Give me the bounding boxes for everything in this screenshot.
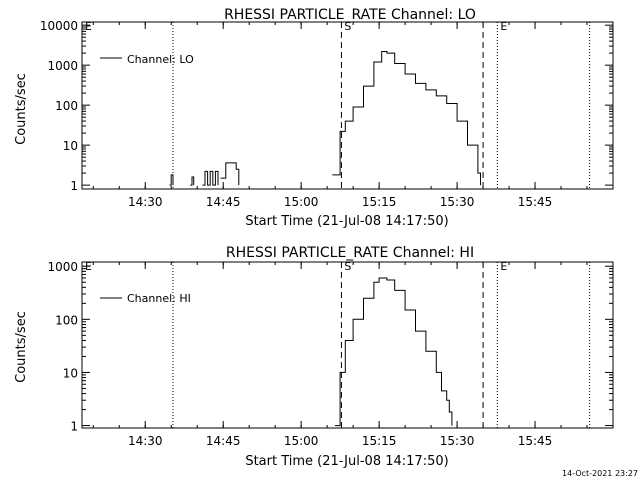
y-axis-label-hi: Counts/sec — [14, 311, 29, 383]
series-line-lo — [332, 51, 481, 186]
series-line-lo — [202, 170, 219, 186]
series-line-lo — [220, 162, 240, 186]
y-tick-label-hi: 1 — [70, 420, 78, 434]
y-tick-label-lo: 10 — [63, 139, 78, 153]
x-tick-label-hi: 15:45 — [518, 434, 553, 448]
y-tick-label-lo: 100 — [55, 99, 78, 113]
x-tick-label-hi: 15:00 — [284, 434, 319, 448]
y-tick-label-lo: 1000 — [47, 59, 78, 73]
x-tick-label-lo: 15:15 — [362, 195, 397, 209]
y-tick-label-hi: 10 — [63, 366, 78, 380]
marker-label-hi: E — [85, 260, 92, 273]
legend-label-lo: Channel: LO — [127, 53, 194, 66]
marker-label-lo: E — [85, 20, 92, 33]
x-tick-label-lo: 14:30 — [128, 195, 163, 209]
x-tick-label-hi: 15:15 — [362, 434, 397, 448]
chart-title-lo: RHESSI PARTICLE_RATE Channel: LO — [224, 7, 476, 23]
plot-frame-hi — [81, 261, 614, 429]
x-tick-label-lo: 14:45 — [206, 195, 241, 209]
marker-label-hi: S — [344, 260, 351, 273]
x-tick-label-hi: 15:30 — [440, 434, 475, 448]
marker-label-lo: S — [344, 20, 351, 33]
legend-label-hi: Channel: HI — [127, 292, 191, 305]
x-tick-label-hi: 14:30 — [128, 434, 163, 448]
x-tick-label-hi: 14:45 — [206, 434, 241, 448]
x-tick-label-lo: 15:30 — [440, 195, 475, 209]
series-line-lo — [190, 176, 195, 186]
footer-timestamp: 14-Oct-2021 23:27 — [562, 469, 638, 478]
x-axis-label-hi: Start Time (21-Jul-08 14:17:50) — [245, 454, 448, 469]
series-line-lo — [169, 174, 174, 186]
y-tick-label-hi: 1000 — [47, 260, 78, 274]
x-tick-label-lo: 15:00 — [284, 195, 319, 209]
y-tick-label-hi: 100 — [55, 313, 78, 327]
marker-label-hi: E — [500, 260, 507, 273]
y-axis-label-lo: Counts/sec — [14, 73, 29, 145]
y-tick-label-lo: 1 — [70, 179, 78, 193]
chart-title-hi: RHESSI PARTICLE_RATE Channel: HI — [226, 245, 474, 261]
series-line-hi — [334, 277, 453, 427]
plot-frame-lo — [81, 21, 614, 190]
x-axis-label-lo: Start Time (21-Jul-08 14:17:50) — [245, 214, 448, 229]
x-tick-label-lo: 15:45 — [518, 195, 553, 209]
marker-label-lo: E — [500, 20, 507, 33]
y-tick-label-lo: 10000 — [40, 19, 78, 33]
